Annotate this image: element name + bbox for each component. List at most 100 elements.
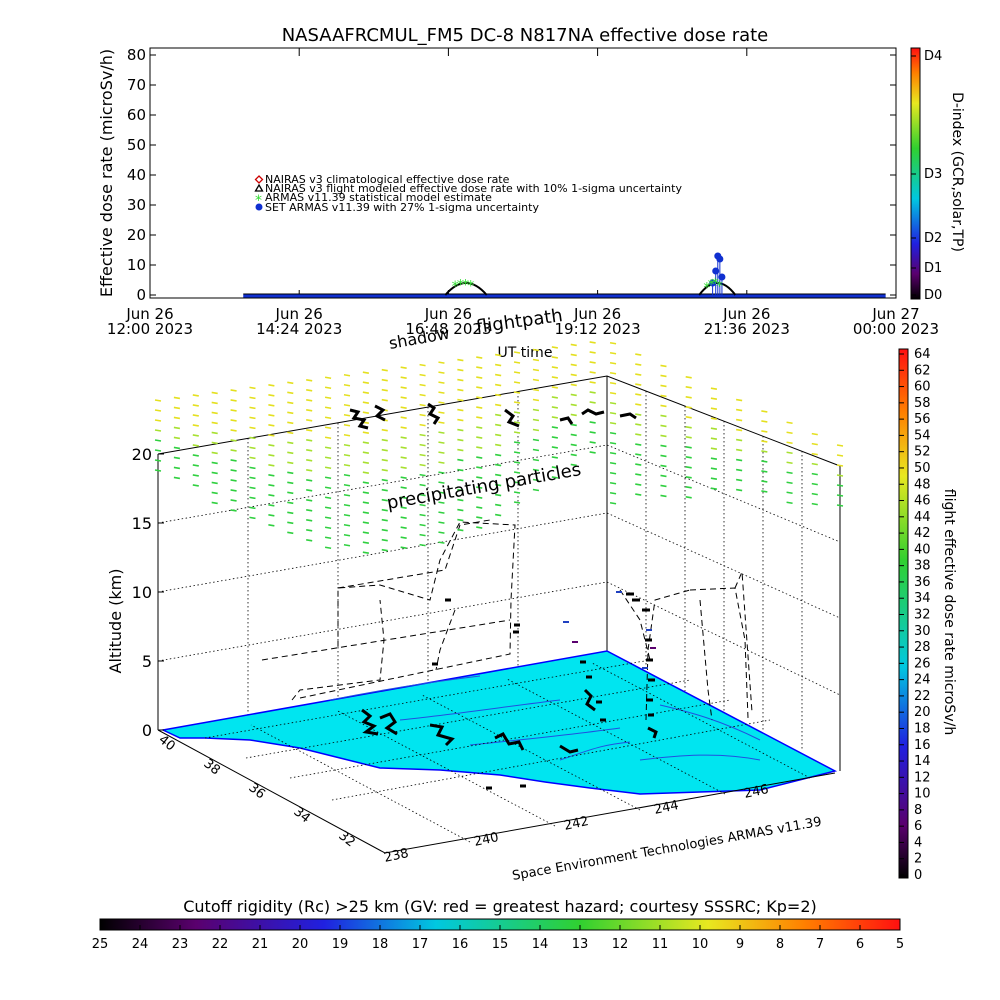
particle-mark [589,401,596,404]
particle-mark [343,513,351,517]
dose-tick-label: 16 [914,738,931,753]
particle-mark [381,458,388,462]
wall-grid [157,391,841,751]
particle-mark [710,437,718,440]
particle-mark [249,386,256,390]
particle-mark [419,383,426,387]
particle-mark [570,453,577,457]
particle-mark [836,444,844,447]
dose-tick-label: 34 [914,591,931,606]
particle-mark [211,391,218,395]
dose-tick-label: 38 [914,559,931,574]
particle-mark [230,429,237,432]
particle-mark [495,403,502,407]
particle-mark [173,426,181,430]
particle-mark [211,411,218,415]
dose-tick-label: 24 [914,673,931,688]
particle-mark [551,476,558,479]
lon-tick-label: 244 [653,798,680,818]
particle-mark [419,463,426,467]
rc-tick-label: 5 [896,937,904,952]
particle-mark [609,361,617,365]
particle-mark [589,421,596,424]
particle-mark [532,478,540,482]
d-index-ticks: D4 D3 D2 D1 D0 [911,49,942,303]
particle-mark [230,449,237,452]
particle-mark [660,494,667,498]
y-tick-label: 50 [127,136,146,154]
blue-dose-marks [563,591,652,669]
particle-mark [513,481,521,484]
particle-mark [287,391,294,395]
particle-mark [660,414,667,418]
particle-mark [268,444,275,447]
particle-mark [786,431,793,435]
particle-mark [660,384,667,388]
particle-mark [400,536,407,539]
particle-mark [306,399,313,402]
particle-mark [438,461,445,464]
d-index-colorbar: D4 D3 D2 D1 D0 D-index (GCR,solar,TP) [910,47,965,303]
model-point: * [703,281,710,297]
particle-mark [306,389,313,392]
particle-mark [324,396,332,400]
legend-entry: * ARMAS v11.39 statistical model estimat… [255,191,492,209]
particle-mark [476,476,483,479]
particle-mark [609,431,617,435]
dose-colorbar: 6462605856545250484644424038363432302826… [898,347,957,883]
particle-mark [811,432,818,436]
legend-asterisk-icon: * [255,193,262,209]
particle-mark [343,493,351,497]
dose-colorbar-label: flight effective dose rate microSv/h [941,489,957,735]
particle-mark [811,502,818,506]
x-tick-label-date: Jun 26 [424,305,472,323]
particle-mark [324,386,332,390]
y-tick-label: 0 [136,286,146,304]
particle-mark [249,456,256,460]
dose-tick-label: 52 [914,445,931,460]
model-point: * [467,278,474,294]
particle-mark [660,484,667,488]
particle-mark [635,353,642,356]
particle-mark [589,391,596,394]
particle-mark [635,493,642,496]
dose-tick-label: 26 [914,656,931,671]
d-index-tick-label: D1 [924,261,942,276]
particle-mark [495,483,502,487]
particle-mark [381,378,388,382]
particle-mark [324,476,332,480]
particle-mark [635,473,642,476]
particle-mark [324,456,332,460]
particle-mark [362,491,370,495]
particle-mark [761,440,768,443]
x-tick-label-date: Jun 26 [722,305,770,323]
particle-mark [154,399,162,402]
particle-mark [609,481,617,485]
dose-tick-label: 60 [914,380,931,395]
z-tick-label: 0 [142,721,152,740]
particle-mark [230,459,237,462]
particle-mark [635,423,642,426]
particle-mark [609,371,617,375]
particle-mark [268,524,275,527]
particle-mark [736,428,743,432]
particle-mark [438,421,445,424]
particle-mark [249,496,256,500]
particle-mark [230,419,237,422]
particle-mark [710,447,718,450]
model-point: * [716,279,723,295]
particle-mark [710,457,718,460]
particle-mark [476,436,483,439]
particle-mark [381,528,388,532]
particle-mark [192,444,199,447]
dose-tick-label: 42 [914,526,931,541]
particle-mark [306,519,313,522]
particle-mark [173,416,181,420]
model-point: * [462,278,469,294]
particle-mark [287,501,294,505]
particle-mark [192,484,199,487]
particle-mark [154,449,162,452]
particle-mark [685,396,692,399]
particle-mark [362,371,370,375]
particle-mark [736,488,743,492]
